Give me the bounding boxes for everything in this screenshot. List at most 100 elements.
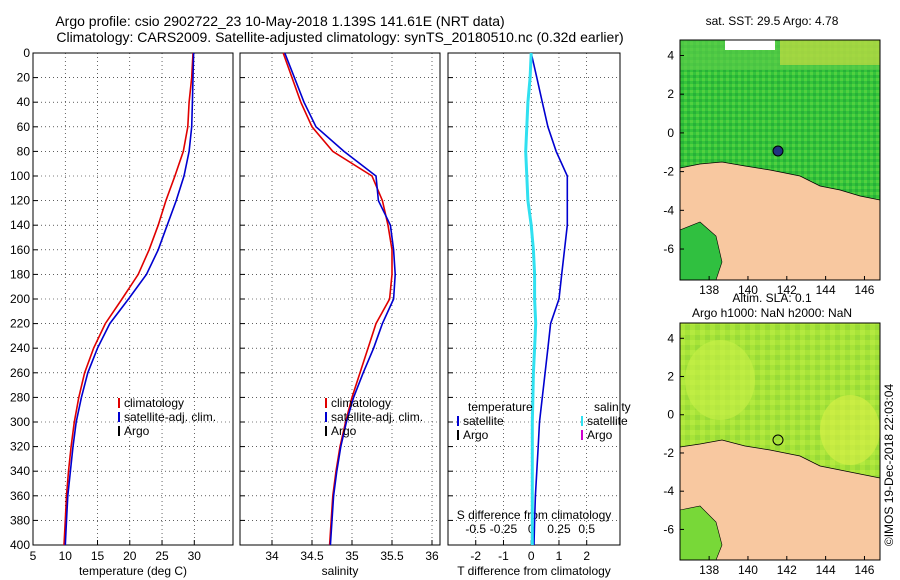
- depth-tick-label: 340: [10, 464, 30, 478]
- sst-map-lat-label: -6: [663, 242, 674, 256]
- sla-map-lat-label: 0: [667, 408, 674, 422]
- salinity-diff-tick-label: -0.5: [465, 522, 486, 536]
- salinity-xtick-label: 36: [425, 549, 439, 563]
- sst-map-lon-label: 142: [777, 283, 797, 297]
- depth-tick-label: 0: [23, 46, 30, 60]
- depth-tick-label: 100: [10, 169, 30, 183]
- temperature-xtick-label: 10: [59, 549, 73, 563]
- salinity-xtick-label: 34.5: [300, 549, 324, 563]
- sst-map-lon-label: 146: [854, 283, 874, 297]
- depth-tick-label: 40: [17, 95, 31, 109]
- difference-series-salinity-satellite: [524, 52, 538, 545]
- sla-map-lat-label: -4: [663, 484, 674, 498]
- sla-map-lon-label: 142: [777, 563, 797, 577]
- temperature-panel: 0 20 40 60 80 100 120 140 160 180 200 220 240 260 280 3…: [10, 46, 234, 578]
- legend-label: satellite: [463, 414, 504, 428]
- salinity-diff-tick-label: 0.5: [578, 522, 595, 536]
- temperature-xtick-label: 5: [30, 549, 37, 563]
- depth-tick-label: 300: [10, 415, 30, 429]
- salinity-diff-tick-label: 0.25: [547, 522, 571, 536]
- depth-tick-label: 160: [10, 243, 30, 257]
- sla-map-subtitle: Argo h1000: NaN h2000: NaN: [692, 306, 852, 320]
- sla-map-lat-label: -2: [663, 446, 674, 460]
- difference-series-temperature-satellite: [530, 52, 569, 546]
- sst-map-lat-label: 0: [667, 126, 674, 140]
- salinity-diff-tick-label: -0.25: [490, 522, 518, 536]
- salinity-panel: 34 34.5 35 35.5 36 salinity climatologysatelli…: [239, 52, 441, 578]
- sla-argo-marker: [772, 434, 784, 446]
- sla-map-lon-label: 140: [738, 563, 758, 577]
- difference-xtick-label: -2: [470, 549, 481, 563]
- sla-map-lat-label: 2: [667, 370, 674, 384]
- sst-map-lon-label: 138: [699, 283, 719, 297]
- difference-panel: -2 -1 0 1 2-0.5 -0.25 0 0.25 0.5S difference fro…: [447, 52, 631, 578]
- legend-label: Argo: [463, 428, 489, 442]
- sst-map-frame: [679, 39, 881, 281]
- sst-hot-patch: [780, 40, 880, 65]
- header-line1: Argo profile: csio 2902722_23 10-May-201…: [55, 13, 504, 29]
- depth-tick-label: 280: [10, 390, 30, 404]
- difference-xtick-label: -1: [498, 549, 509, 563]
- depth-tick-label: 120: [10, 194, 30, 208]
- depth-tick-label: 80: [17, 144, 31, 158]
- sst-map-lon-label: 140: [738, 283, 758, 297]
- sla-map-title: Altim. SLA: 0.1: [732, 291, 812, 305]
- depth-tick-label: 200: [10, 292, 30, 306]
- sst-map: 138 140 142 144 146 4 2 0 -2 -4 -6: [663, 39, 881, 297]
- salinity-xtick-label: 34: [265, 549, 279, 563]
- sla-map-lon-label: 144: [816, 563, 836, 577]
- depth-tick-label: 180: [10, 267, 30, 281]
- temperature-xtick-label: 25: [155, 549, 169, 563]
- depth-tick-label: 320: [10, 440, 30, 454]
- sla-land: [680, 439, 880, 560]
- legend-label: climatology: [331, 396, 391, 410]
- salinity-xtick-label: 35: [345, 549, 359, 563]
- legend-title-salinity: salinity: [594, 400, 631, 414]
- salinity-axis-label: salinity: [322, 564, 359, 578]
- depth-tick-label: 260: [10, 366, 30, 380]
- sla-map-lon-label: 146: [854, 563, 874, 577]
- depth-tick-label: 380: [10, 513, 30, 527]
- temperature-axis-label: temperature (deg C): [79, 564, 187, 578]
- sla-high-1: [685, 340, 755, 420]
- sst-argo-marker: [772, 145, 784, 157]
- difference-axis-label: T difference from climatology: [457, 564, 611, 578]
- sla-map-lon-label: 138: [699, 563, 719, 577]
- salinity-xtick-label: 35.5: [380, 549, 404, 563]
- depth-tick-label: 20: [17, 71, 31, 85]
- sla-map: 138 140 142 144 146 4 2 0 -2 -4 -6: [663, 322, 881, 577]
- legend-title-temperature: temperature: [468, 400, 533, 414]
- sla-map-lat-label: 4: [667, 331, 674, 345]
- difference-xtick-label: 2: [583, 549, 590, 563]
- legend-label: Argo: [124, 424, 150, 438]
- temperature-xtick-label: 20: [123, 549, 137, 563]
- sst-map-lat-label: -2: [663, 165, 674, 179]
- sst-land: [680, 161, 880, 280]
- depth-tick-label: 240: [10, 341, 30, 355]
- sla-south-sea: [680, 505, 723, 560]
- depth-tick-label: 220: [10, 317, 30, 331]
- legend-label: satellite-adj. clim.: [124, 410, 216, 424]
- sst-map-lat-label: 2: [667, 87, 674, 101]
- depth-tick-label: 140: [10, 218, 30, 232]
- sla-map-lat-label: -6: [663, 522, 674, 536]
- difference-xtick-label: 0: [528, 549, 535, 563]
- legend-label: Argo: [331, 424, 357, 438]
- sst-map-lon-label: 144: [816, 283, 836, 297]
- legend-label: climatology: [124, 396, 184, 410]
- legend-label: satellite-adj. clim.: [331, 410, 423, 424]
- header-line2: Climatology: CARS2009. Satellite-adjuste…: [56, 29, 623, 45]
- footer-credit: ©IMOS 19-Dec-2018 22:03:04: [882, 384, 896, 547]
- depth-tick-label: 60: [17, 120, 31, 134]
- depth-tick-label: 400: [10, 538, 30, 552]
- temperature-series-satellite-adj-clim-: [64, 52, 195, 546]
- sst-south-sea: [680, 221, 723, 280]
- sla-map-frame: [679, 322, 881, 561]
- sla-high-2: [820, 395, 880, 465]
- sst-missing-data: [725, 40, 775, 50]
- depth-tick-label: 360: [10, 489, 30, 503]
- legend-label: satellite: [587, 414, 628, 428]
- temperature-xtick-label: 15: [91, 549, 105, 563]
